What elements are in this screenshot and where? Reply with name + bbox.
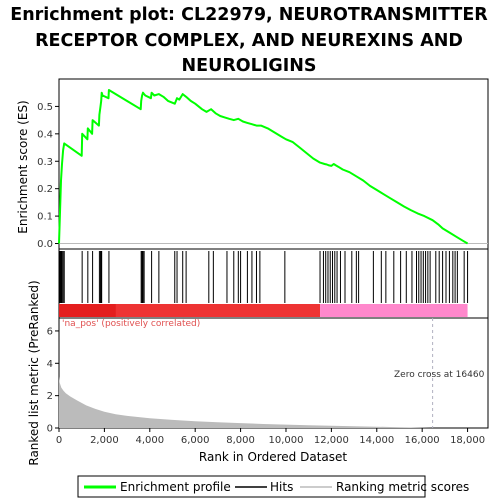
metric-area	[59, 376, 468, 428]
es-ytick-label-2: 0.2	[37, 184, 53, 195]
rank-color-band	[59, 304, 468, 317]
xtick-label-8: 16,000	[405, 435, 440, 446]
pos-label: 'na_pos' (positively correlated)	[62, 319, 200, 329]
metric-xlabel: Rank in Ordered Dataset	[199, 450, 347, 464]
metric-ytick-label-0: 0	[47, 424, 53, 435]
band-negative	[320, 304, 468, 317]
hits-series	[59, 251, 469, 303]
es-curve	[58, 89, 469, 245]
metric-ytick-label-1: 2	[47, 391, 53, 402]
xtick-label-5: 10,000	[268, 435, 303, 446]
legend: Enrichment profile Hits Ranking metric s…	[77, 475, 469, 498]
es-ytick-label-1: 0.1	[37, 212, 53, 223]
title-line-1: Enrichment plot: CL22979, NEUROTRANSMITT…	[10, 5, 488, 25]
es-ylabel: Enrichment score (ES)	[16, 100, 30, 233]
xtick-label-3: 6,000	[181, 435, 210, 446]
es-ytick-label-4: 0.4	[37, 129, 53, 140]
legend-label-enrichment: Enrichment profile	[120, 480, 231, 494]
band-positive	[59, 304, 321, 317]
title-line-2: RECEPTOR COMPLEX, AND NEUREXINS AND	[35, 31, 463, 51]
chart-title: Enrichment plot: CL22979, NEUROTRANSMITT…	[10, 5, 488, 76]
es-ytick-label-3: 0.3	[37, 157, 53, 168]
xtick-label-7: 14,000	[359, 435, 394, 446]
es-y-axis: 0.0 0.1 0.2 0.3 0.4 0.5	[37, 102, 59, 250]
xtick-label-0: 0	[56, 435, 62, 446]
metric-ylabel: Ranked list metric (PreRanked)	[27, 280, 41, 465]
xtick-label-6: 12,000	[314, 435, 349, 446]
band-strong-positive	[59, 304, 116, 317]
es-ytick-label-5: 0.5	[37, 102, 53, 113]
metric-ytick-label-2: 4	[47, 359, 53, 370]
metric-ytick-label-3: 6	[47, 326, 53, 337]
xtick-label-9: 18,000	[450, 435, 485, 446]
zero-cross-label: Zero cross at 16460	[394, 370, 485, 380]
xtick-label-2: 4,000	[135, 435, 164, 446]
es-ytick-label-0: 0.0	[37, 239, 53, 250]
x-axis: 0 2,000 4,000 6,000 8,000 10,000 12,000 14,000 1…	[56, 428, 485, 446]
title-line-3: NEUROLIGINS	[182, 56, 317, 76]
es-panel-frame	[58, 78, 489, 250]
xtick-label-1: 2,000	[90, 435, 119, 446]
legend-label-metric: Ranking metric scores	[336, 480, 469, 494]
metric-y-axis: 0 2 4 6	[47, 326, 59, 435]
xtick-label-4: 8,000	[226, 435, 255, 446]
metric-panel-frame	[58, 317, 489, 429]
legend-label-hits: Hits	[270, 480, 293, 494]
